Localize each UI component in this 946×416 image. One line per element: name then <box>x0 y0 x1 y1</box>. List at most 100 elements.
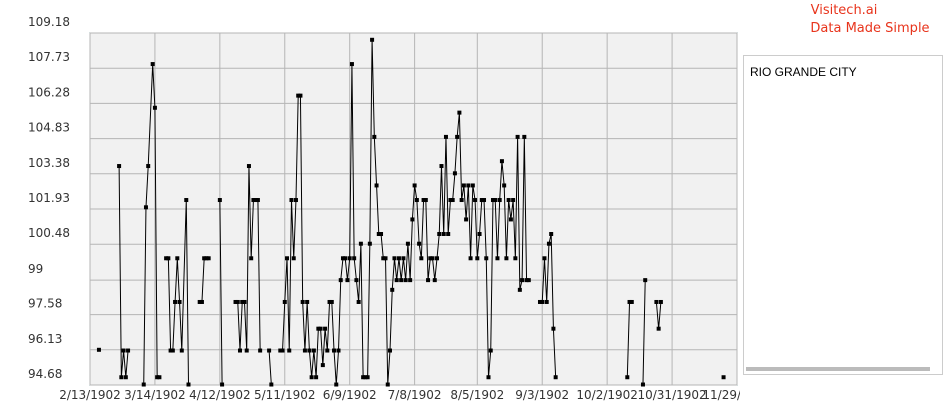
legend: RIO GRANDE CITY <box>743 55 943 375</box>
data-point <box>452 171 457 176</box>
x-tick-label: 4/12/1902 <box>189 388 251 402</box>
data-point <box>428 256 433 261</box>
y-tick-label: 94.68 <box>28 367 62 381</box>
data-point <box>217 198 222 203</box>
data-point <box>197 299 202 304</box>
data-point <box>408 278 413 283</box>
data-point <box>361 375 366 380</box>
data-point <box>446 232 451 237</box>
scrollbar[interactable] <box>746 367 930 371</box>
data-point <box>403 278 408 283</box>
chart: 94.68 96.13 97.58 99 100.48 101.93 103.38 104.8… <box>28 15 740 402</box>
y-tick-label: 97.58 <box>28 297 62 311</box>
data-point <box>461 183 466 188</box>
legend-entry[interactable]: RIO GRANDE CITY <box>750 65 857 79</box>
data-point <box>175 256 180 261</box>
data-point <box>179 348 184 353</box>
data-point <box>455 134 460 139</box>
data-point <box>488 348 493 353</box>
data-point <box>249 256 254 261</box>
data-point <box>513 256 518 261</box>
y-tick-label: 103.38 <box>28 156 70 170</box>
data-point <box>394 278 399 283</box>
data-point <box>484 256 489 261</box>
data-point <box>314 375 319 380</box>
data-point <box>419 256 424 261</box>
data-point <box>121 348 126 353</box>
data-point <box>291 256 296 261</box>
x-tick-label: 7/8/1902 <box>388 388 442 402</box>
data-point <box>365 375 370 380</box>
data-point <box>302 348 307 353</box>
x-tick-label: 6/9/1902 <box>323 388 377 402</box>
branding: Visitech.ai Data Made Simple <box>810 3 929 36</box>
data-point <box>381 256 386 261</box>
data-point <box>450 198 455 203</box>
data-point <box>233 299 238 304</box>
y-tick-label: 99 <box>28 262 43 276</box>
data-point <box>244 348 249 353</box>
data-point <box>551 326 556 331</box>
data-point <box>643 278 648 283</box>
data-point <box>242 299 247 304</box>
data-point <box>289 198 294 203</box>
data-point <box>220 382 225 387</box>
data-point <box>627 299 632 304</box>
data-point <box>374 183 379 188</box>
data-point <box>367 241 372 246</box>
data-point <box>542 256 547 261</box>
data-point <box>173 299 178 304</box>
data-point <box>396 256 401 261</box>
data-point <box>658 299 663 304</box>
data-point <box>479 198 484 203</box>
data-point <box>332 348 337 353</box>
data-point <box>323 326 328 331</box>
data-point <box>517 287 522 292</box>
x-tick-label: 10/2/1902 <box>576 388 638 402</box>
data-point <box>340 256 345 261</box>
data-point <box>309 375 314 380</box>
data-point <box>544 299 549 304</box>
data-point <box>267 348 272 353</box>
data-point <box>625 375 630 380</box>
data-point <box>412 183 417 188</box>
data-point <box>401 256 406 261</box>
x-tick-label: 10/31/1902 <box>637 388 706 402</box>
data-point <box>511 198 516 203</box>
data-point <box>186 382 191 387</box>
data-point <box>376 232 381 237</box>
data-point <box>640 382 645 387</box>
data-point <box>296 93 301 98</box>
x-tick-label: 3/14/1902 <box>124 388 186 402</box>
x-tick-label: 9/3/1902 <box>515 388 569 402</box>
data-point <box>414 198 419 203</box>
data-point <box>526 278 531 283</box>
data-point <box>143 205 148 210</box>
data-point <box>457 110 462 115</box>
data-point <box>235 299 240 304</box>
data-point <box>349 62 354 67</box>
data-point <box>280 348 285 353</box>
data-point <box>495 256 500 261</box>
data-point <box>426 278 431 283</box>
data-point <box>522 134 527 139</box>
data-point <box>464 217 469 222</box>
data-point <box>184 198 189 203</box>
data-point <box>126 348 131 353</box>
data-point <box>656 326 661 331</box>
y-tick-label: 101.93 <box>28 191 70 205</box>
data-point <box>486 375 491 380</box>
data-point <box>269 382 274 387</box>
data-point <box>477 232 482 237</box>
y-tick-label: 107.73 <box>28 50 70 64</box>
data-point <box>439 164 444 169</box>
data-point <box>237 348 242 353</box>
data-point <box>508 217 513 222</box>
data-point <box>549 232 554 237</box>
data-point <box>459 198 464 203</box>
data-point <box>372 134 377 139</box>
data-point <box>437 232 442 237</box>
data-point <box>298 93 303 98</box>
data-point <box>123 375 128 380</box>
data-point <box>448 198 453 203</box>
